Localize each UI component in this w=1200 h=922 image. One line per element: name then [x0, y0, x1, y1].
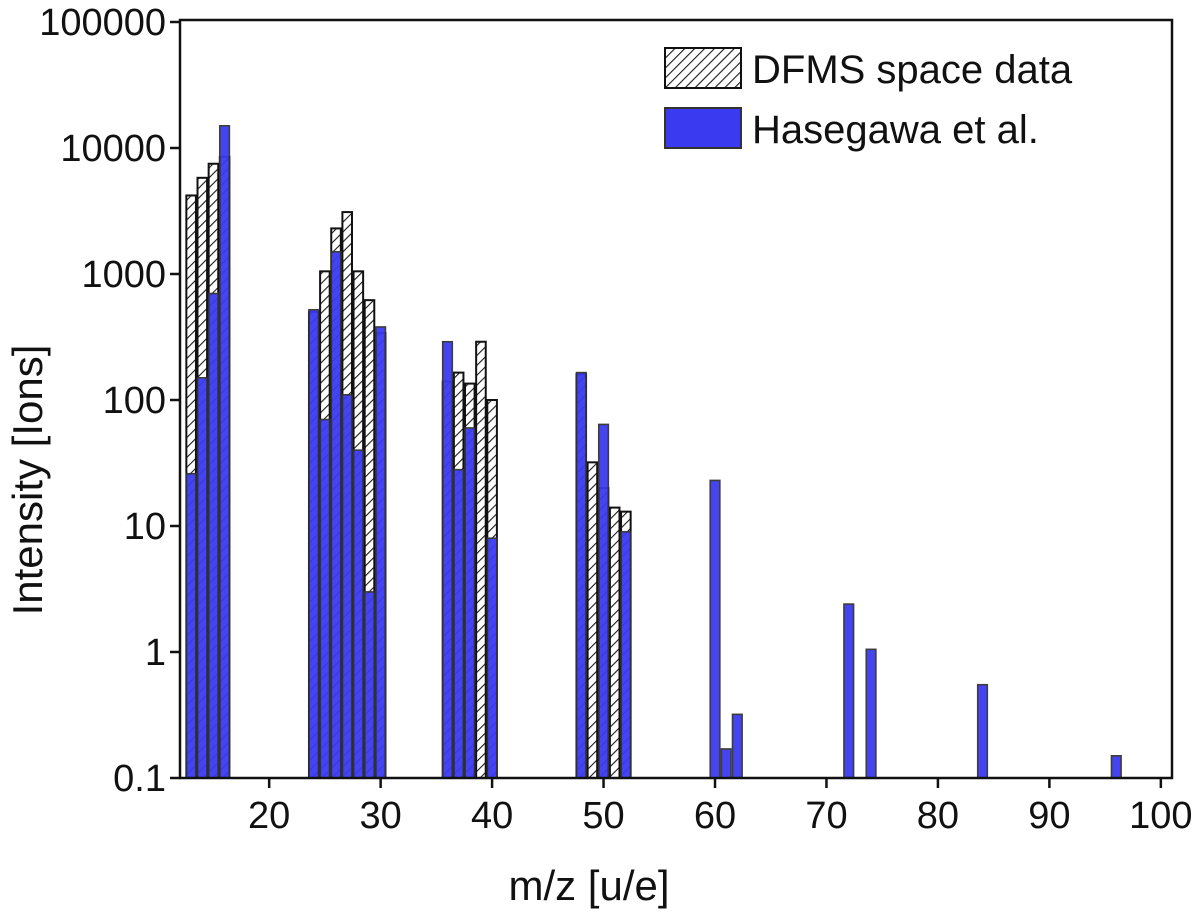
legend-swatch-hasegawa: [664, 107, 742, 149]
hasegawa-bar: [352, 449, 364, 778]
hasegawa-bar: [620, 530, 632, 778]
y-tick-label: 1: [145, 632, 166, 674]
hasegawa-bar: [330, 251, 342, 778]
y-axis: 0.1 1 10 100 1000 10000 100000: [39, 2, 180, 800]
x-axis: 20 30 40 50 60 70 80 90 100: [248, 778, 1193, 837]
hasegawa-bar: [731, 713, 743, 778]
y-tick-label: 10: [124, 506, 166, 548]
legend-label-hasegawa: Hasegawa et al.: [752, 108, 1039, 152]
hasegawa-bar: [575, 371, 587, 778]
y-tick-label: 1000: [81, 254, 166, 296]
x-tick-label: 100: [1129, 795, 1192, 837]
y-tick-label: 10000: [60, 128, 166, 170]
hasegawa-bar: [486, 537, 498, 778]
x-tick-label: 60: [694, 795, 736, 837]
hasegawa-bar: [218, 125, 231, 778]
hasegawa-bar: [341, 393, 353, 778]
dfms-bar: [475, 340, 487, 778]
dfms-bar: [586, 461, 599, 778]
legend-swatch-dfms: [664, 47, 742, 89]
hasegawa-bar: [196, 377, 208, 778]
x-tick-label: 20: [248, 795, 290, 837]
y-tick-label: 100: [103, 380, 166, 422]
hasegawa-bar: [720, 748, 732, 778]
hasegawa-bar: [1110, 755, 1122, 778]
hasegawa-bar: [363, 591, 376, 778]
hasegawa-bar: [597, 423, 610, 778]
hasegawa-bars-group: [185, 125, 1122, 778]
x-tick-label: 30: [359, 795, 401, 837]
x-tick-label: 50: [582, 795, 624, 837]
x-axis-title: m/z [u/e]: [508, 862, 669, 909]
y-tick-label: 0.1: [113, 758, 166, 800]
hasegawa-bar: [865, 648, 877, 778]
dfms-bars-group: [185, 155, 632, 778]
legend: DFMS space data Hasegawa et al.: [664, 47, 1073, 152]
dfms-bar: [363, 299, 376, 778]
hasegawa-bar: [308, 308, 320, 778]
hasegawa-bar: [843, 603, 855, 778]
hasegawa-bar: [375, 326, 387, 778]
legend-label-dfms: DFMS space data: [752, 48, 1073, 92]
y-tick-label: 100000: [39, 2, 166, 44]
y-axis-title: Intensity [Ions]: [4, 345, 51, 616]
x-tick-label: 80: [917, 795, 959, 837]
x-tick-label: 90: [1028, 795, 1070, 837]
hasegawa-bar: [207, 292, 220, 778]
dfms-bar: [608, 506, 621, 778]
hasegawa-bar: [319, 418, 331, 778]
hasegawa-bar: [464, 427, 476, 778]
x-tick-label: 40: [471, 795, 513, 837]
hasegawa-bar: [709, 479, 721, 778]
hasegawa-bar: [185, 472, 197, 778]
hasegawa-bar: [441, 340, 454, 778]
hasegawa-bar: [976, 683, 989, 778]
hasegawa-bar: [453, 468, 465, 778]
x-tick-label: 70: [805, 795, 847, 837]
